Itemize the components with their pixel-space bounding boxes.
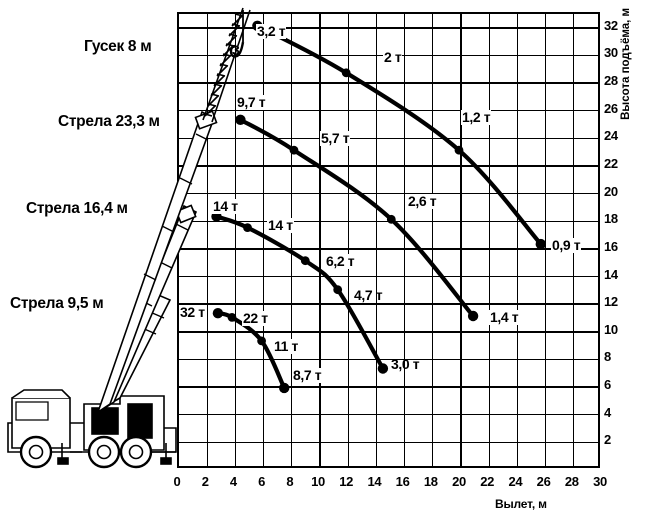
x-axis-title: Вылет, м — [495, 497, 547, 511]
x-tick-label: 8 — [286, 474, 294, 489]
y-tick-label: 18 — [604, 211, 618, 227]
config-label-boom-23-3m: Стрела 23,3 м — [58, 113, 160, 130]
x-tick-label: 14 — [367, 474, 382, 489]
x-tick-label: 26 — [536, 474, 551, 489]
y-tick-label: 14 — [604, 266, 618, 282]
point-label-boom16-5: 3,0 т — [391, 356, 420, 372]
plot-area — [177, 12, 600, 468]
x-tick-label: 28 — [564, 474, 579, 489]
point-label-boom16-3: 6,2 т — [325, 253, 356, 269]
x-tick-label: 0 — [173, 474, 181, 489]
x-tick-label: 4 — [229, 474, 237, 489]
point-label-jib-3: 1,2 т — [461, 109, 492, 125]
x-tick-label: 18 — [423, 474, 438, 489]
config-label-boom-9-5m: Стрела 9,5 м — [10, 295, 104, 312]
x-tick-label: 20 — [452, 474, 466, 489]
hook-block-label: 3 — [232, 42, 240, 58]
point-label-jib-4: 0,9 т — [551, 237, 582, 253]
point-label-boom95-4: 8,7 т — [292, 367, 323, 383]
point-label-boom23-3: 2,6 т — [407, 193, 438, 209]
gridline-horizontal — [179, 386, 598, 388]
y-tick-label: 10 — [604, 321, 618, 337]
gridline-horizontal — [179, 27, 598, 29]
point-label-boom23-4: 1,4 т — [489, 309, 520, 325]
x-tick-label: 22 — [480, 474, 495, 489]
x-tick-label: 10 — [311, 474, 325, 489]
point-label-jib-2: 2 т — [383, 49, 403, 65]
point-label-boom16-2: 14 т — [267, 217, 294, 233]
point-label-boom16-4: 4,7 т — [354, 287, 383, 303]
y-tick-label: 28 — [604, 73, 618, 89]
y-tick-label: 12 — [604, 294, 618, 310]
config-label-jib-8m: Гусек 8 м — [84, 38, 152, 55]
gridline-horizontal — [179, 110, 598, 112]
gridline-horizontal — [179, 82, 598, 84]
gridline-horizontal — [179, 331, 598, 333]
x-tick-label: 12 — [339, 474, 354, 489]
y-tick-label: 24 — [604, 128, 618, 144]
point-label-boom23-1: 9,7 т — [236, 94, 267, 110]
config-label-boom-16-4m: Стрела 16,4 м — [26, 200, 128, 217]
point-label-jib-1: 3,2 т — [256, 23, 287, 39]
y-tick-label: 32 — [604, 17, 618, 33]
y-tick-label: 20 — [604, 183, 618, 199]
gridline-horizontal — [179, 192, 598, 195]
gridline-horizontal — [179, 303, 598, 305]
y-tick-label: 8 — [604, 349, 611, 365]
y-tick-label: 2 — [604, 432, 611, 448]
y-tick-label: 26 — [604, 100, 618, 116]
x-tick-label: 30 — [593, 474, 607, 489]
crane-illustration — [7, 389, 177, 469]
gridline-horizontal — [179, 441, 598, 444]
gridline-horizontal — [179, 414, 598, 416]
point-label-boom23-2: 5,7 т — [320, 130, 351, 146]
point-label-boom95-3: 11 т — [273, 338, 299, 354]
gridline-horizontal — [179, 220, 598, 222]
boom-9-5-drawing — [104, 292, 172, 408]
y-tick-label: 16 — [604, 238, 618, 254]
y-tick-label: 30 — [604, 45, 618, 61]
gridline-horizontal — [179, 248, 598, 250]
point-label-boom16-1: 14 т — [212, 198, 239, 214]
x-tick-label: 2 — [201, 474, 209, 489]
y-tick-label: 4 — [604, 404, 611, 420]
gridline-horizontal — [179, 165, 598, 167]
y-tick-label: 6 — [604, 377, 611, 393]
gridline-horizontal — [179, 275, 598, 278]
point-label-boom95-2: 22 т — [242, 310, 269, 326]
x-tick-label: 6 — [258, 474, 266, 489]
gridline-horizontal — [179, 358, 598, 361]
x-tick-label: 24 — [508, 474, 523, 489]
point-label-boom95-1: 32 т — [179, 304, 206, 320]
x-tick-label: 16 — [395, 474, 410, 489]
gridline-horizontal — [179, 137, 598, 140]
y-tick-label: 22 — [604, 156, 618, 171]
